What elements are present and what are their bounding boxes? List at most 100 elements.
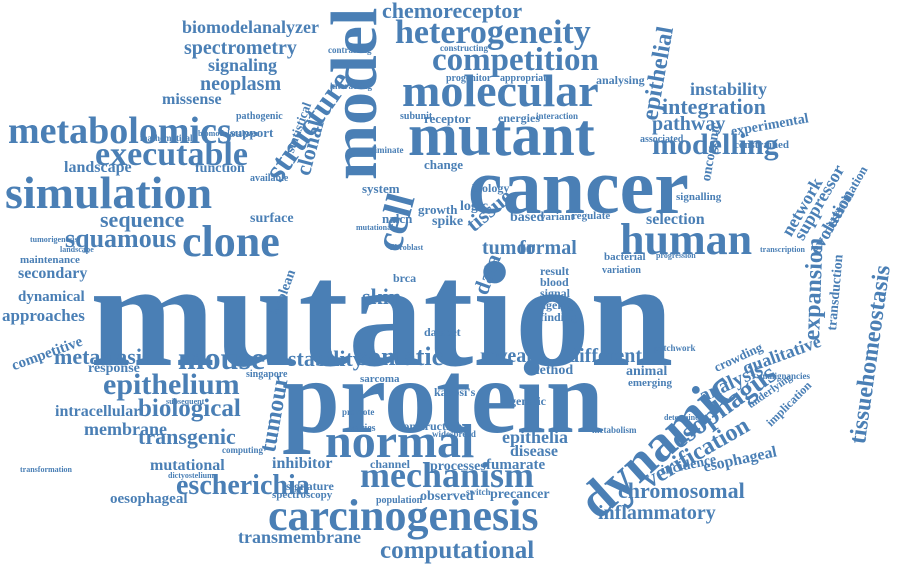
word-oesophageal: oesophageal: [110, 491, 188, 507]
word-appropriate: appropriate: [500, 73, 551, 84]
word-fumarate: fumarate: [486, 457, 546, 473]
word-tissuehomeostasis: tissuehomeostasis: [845, 263, 896, 446]
word-transduction: transduction: [825, 253, 847, 332]
word-approaches: approaches: [2, 306, 85, 325]
word-support: support: [230, 125, 274, 140]
word-epithelium: epithelium: [103, 368, 240, 401]
word-disease: disease: [510, 443, 558, 460]
word-protein: protein: [282, 340, 604, 455]
word-finding: finding: [540, 310, 577, 324]
word-integration: integration: [662, 94, 766, 119]
word-competition: competition: [432, 42, 599, 78]
word-carcinogenesis: carcinogenesis: [268, 491, 539, 540]
word-simulation: simulation: [5, 167, 213, 218]
word-blood: blood: [540, 275, 569, 289]
word-spectroscopy: spectroscopy: [272, 489, 333, 501]
word-biomodelanalyzer: biomodelanalyzer: [182, 17, 319, 37]
word-precancer: precancer: [490, 487, 550, 502]
word-skin: skin: [362, 284, 402, 309]
word-method: method: [528, 363, 574, 378]
word-transformation: transformation: [20, 465, 72, 474]
word-response: response: [88, 361, 140, 376]
word-metastasis: metastasis: [54, 344, 151, 369]
word-promote: promote: [342, 407, 375, 417]
word-chromosomal: chromosomal: [618, 478, 745, 503]
word-patchwork: patchwork: [654, 343, 696, 353]
word-different: different: [568, 345, 643, 367]
word-mathematical: mathematical: [140, 133, 193, 143]
word-normal: normal: [325, 415, 475, 468]
word-computing: computing: [222, 445, 264, 455]
word-metabolomics: metabolomics: [8, 110, 232, 152]
word-somatic: somatic: [358, 342, 444, 371]
word-transgenic: transgenic: [138, 424, 236, 449]
word-transmembrane: transmembrane: [238, 527, 361, 547]
word-heterogeneity: heterogeneity: [395, 14, 591, 51]
word-receptor: receptor: [424, 111, 471, 126]
word-energies: energies: [498, 111, 540, 125]
word-biomodelanalyzer: biomodelanalyzer: [198, 129, 259, 138]
word-interacting: interacting: [330, 81, 372, 91]
word-cancer: cancer: [468, 143, 689, 230]
word-landscape: landscape: [64, 159, 132, 176]
word-modelling: modelling: [652, 128, 779, 161]
word-dynamical: dynamical: [18, 289, 85, 305]
word-inhibitor: inhibitor: [272, 455, 333, 472]
word-emerging: emerging: [628, 377, 672, 389]
word-based: based: [510, 210, 545, 225]
word-system: system: [362, 181, 400, 196]
word-mouse: mouse: [178, 340, 266, 376]
word-landscape: landscape: [60, 245, 94, 254]
word-eliminate: eliminate: [368, 145, 404, 155]
word-mutational: mutational: [150, 457, 225, 474]
word-biology: biology: [472, 181, 510, 195]
word-processes: processes: [430, 459, 486, 474]
word-spectrometry: spectrometry: [184, 37, 297, 59]
word-tumor: tumor: [482, 237, 536, 259]
word-computational: computational: [380, 537, 535, 564]
word-change: change: [424, 157, 463, 172]
word-bacterial: bacterial: [604, 251, 646, 263]
word-animal: animal: [626, 364, 668, 379]
word-missense: missense: [162, 91, 222, 108]
word-reveal: reveal: [480, 345, 532, 367]
word-escherichia: escherichia: [176, 470, 310, 501]
word-result: result: [540, 264, 570, 278]
word-malignancies: malignancies: [760, 371, 811, 381]
word-signaling: signaling: [208, 55, 278, 75]
word-mutation: mutation: [90, 232, 674, 398]
word-clone: clone: [182, 217, 280, 266]
word-ageing: ageing: [540, 298, 574, 312]
word-available: available: [250, 173, 289, 184]
word-human: human: [620, 215, 753, 264]
word-variation: variation: [602, 265, 641, 276]
word-signature: signature: [286, 479, 334, 493]
word-population: population: [376, 495, 423, 506]
word-inflammatory: inflammatory: [598, 502, 716, 524]
word-varies: varies: [350, 423, 376, 434]
word-tumorigenesis: tumorigenesis: [30, 235, 78, 244]
word-nalcn: nalcn: [382, 211, 413, 226]
word-constrained: constrained: [734, 139, 789, 151]
word-function: function: [195, 161, 245, 176]
word-secondary: secondary: [18, 265, 88, 282]
word-genetic: genetic: [510, 394, 546, 408]
word-stability: stability: [288, 346, 364, 371]
word-epithelia: epithelia: [502, 427, 568, 447]
word-channel: channel: [370, 457, 411, 471]
word-switch: switch: [466, 487, 491, 497]
word-mutant: mutant: [408, 102, 595, 168]
word-intracellular: intracellular: [55, 403, 141, 420]
word-executable: executable: [95, 136, 248, 173]
word-regulate: regulate: [572, 210, 611, 222]
word-molecular: molecular: [402, 65, 599, 116]
word-analysing: analysing: [596, 73, 645, 87]
word-metabolism: metabolism: [592, 425, 637, 435]
word-singapore: singapore: [246, 369, 288, 380]
word-subsequent: subsequent: [166, 397, 205, 406]
word-widespread: widespread: [432, 429, 476, 439]
word-dictyostelium: dictyostelium: [168, 471, 214, 480]
word-instability: instability: [690, 79, 768, 99]
word-associated: associated: [640, 134, 684, 145]
